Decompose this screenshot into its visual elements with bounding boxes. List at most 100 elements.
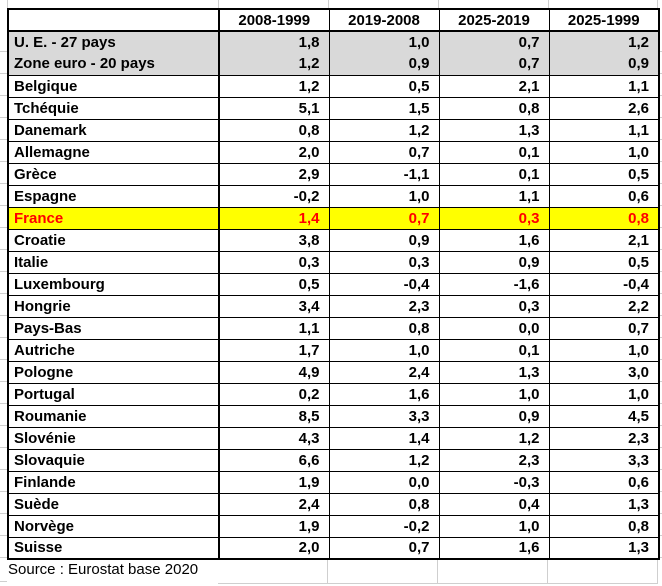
value-cell[interactable]: 2,2 xyxy=(549,295,660,318)
value-cell[interactable]: 1,0 xyxy=(439,383,550,406)
value-cell[interactable]: 2,9 xyxy=(219,163,330,186)
row-label-cell[interactable]: Croatie xyxy=(8,229,220,252)
value-cell[interactable]: 1,0 xyxy=(329,185,440,208)
value-cell[interactable]: 0,1 xyxy=(439,339,550,362)
value-cell[interactable]: 3,8 xyxy=(219,229,330,252)
row-label-cell[interactable]: Hongrie xyxy=(8,295,220,318)
row-label-cell[interactable]: Pays-Bas xyxy=(8,317,220,340)
value-cell[interactable]: 2,0 xyxy=(219,537,330,560)
value-cell[interactable]: 0,7 xyxy=(329,207,440,230)
value-cell[interactable]: 1,2 xyxy=(439,427,550,450)
value-cell[interactable]: 0,7 xyxy=(329,141,440,164)
column-header[interactable]: 2025-1999 xyxy=(549,9,660,32)
value-cell[interactable]: 0,9 xyxy=(439,405,550,428)
row-label-cell[interactable]: Belgique xyxy=(8,75,220,98)
value-cell[interactable]: -0,4 xyxy=(549,273,660,296)
value-cell[interactable]: -0,4 xyxy=(329,273,440,296)
value-cell[interactable]: 1,3 xyxy=(439,119,550,142)
value-cell[interactable]: 1,2 xyxy=(329,119,440,142)
row-label-cell[interactable]: Finlande xyxy=(8,471,220,494)
value-cell[interactable]: 0,9 xyxy=(329,229,440,252)
value-cell[interactable]: 5,1 xyxy=(219,97,330,120)
value-cell[interactable]: 1,7 xyxy=(219,339,330,362)
value-cell[interactable]: 1,4 xyxy=(329,427,440,450)
value-cell[interactable]: 0,3 xyxy=(219,251,330,274)
value-cell[interactable]: 0,5 xyxy=(329,75,440,98)
value-cell[interactable]: 2,0 xyxy=(219,141,330,164)
value-cell[interactable]: -0,3 xyxy=(439,471,550,494)
value-cell[interactable]: -0,2 xyxy=(329,515,440,538)
row-label-cell[interactable]: Tchéquie xyxy=(8,97,220,120)
value-cell[interactable]: 2,3 xyxy=(329,295,440,318)
value-cell[interactable]: 0,7 xyxy=(329,537,440,560)
value-cell[interactable]: 1,9 xyxy=(219,471,330,494)
value-cell[interactable]: 0,5 xyxy=(549,251,660,274)
value-cell[interactable]: 1,1 xyxy=(439,185,550,208)
value-cell[interactable]: 4,3 xyxy=(219,427,330,450)
row-label-cell[interactable]: Suisse xyxy=(8,537,220,560)
value-cell[interactable]: 3,3 xyxy=(329,405,440,428)
value-cell[interactable]: 1,5 xyxy=(329,97,440,120)
value-cell[interactable]: 1,0 xyxy=(549,383,660,406)
value-cell[interactable]: 1,0 xyxy=(439,515,550,538)
value-cell[interactable]: 0,6 xyxy=(549,471,660,494)
value-cell[interactable]: 1,8 xyxy=(219,31,330,53)
row-label-cell[interactable]: Autriche xyxy=(8,339,220,362)
value-cell[interactable]: 0,8 xyxy=(549,515,660,538)
value-cell[interactable]: 2,4 xyxy=(329,361,440,384)
row-label-cell[interactable]: France xyxy=(8,207,220,230)
value-cell[interactable]: 0,3 xyxy=(439,207,550,230)
value-cell[interactable]: 0,8 xyxy=(219,119,330,142)
value-cell[interactable]: 4,5 xyxy=(549,405,660,428)
value-cell[interactable]: 2,1 xyxy=(549,229,660,252)
value-cell[interactable]: 1,1 xyxy=(549,119,660,142)
row-label-cell[interactable]: Slovaquie xyxy=(8,449,220,472)
column-header[interactable]: 2019-2008 xyxy=(329,9,440,32)
value-cell[interactable]: 3,4 xyxy=(219,295,330,318)
value-cell[interactable]: 1,0 xyxy=(329,339,440,362)
value-cell[interactable]: 1,2 xyxy=(219,53,330,76)
row-label-cell[interactable]: Luxembourg xyxy=(8,273,220,296)
value-cell[interactable]: 0,8 xyxy=(329,493,440,516)
value-cell[interactable]: 1,4 xyxy=(219,207,330,230)
row-label-cell[interactable]: Roumanie xyxy=(8,405,220,428)
value-cell[interactable]: 1,3 xyxy=(439,361,550,384)
value-cell[interactable]: 0,9 xyxy=(329,53,440,76)
row-label-cell[interactable]: Espagne xyxy=(8,185,220,208)
value-cell[interactable]: 1,6 xyxy=(439,537,550,560)
value-cell[interactable]: 1,1 xyxy=(219,317,330,340)
value-cell[interactable]: 1,3 xyxy=(549,537,660,560)
value-cell[interactable]: 1,2 xyxy=(219,75,330,98)
row-label-cell[interactable]: Allemagne xyxy=(8,141,220,164)
column-header[interactable]: 2025-2019 xyxy=(439,9,550,32)
row-label-cell[interactable]: Slovénie xyxy=(8,427,220,450)
value-cell[interactable]: 2,4 xyxy=(219,493,330,516)
row-label-cell[interactable]: Zone euro - 20 pays xyxy=(8,53,220,76)
value-cell[interactable]: 1,2 xyxy=(329,449,440,472)
value-cell[interactable]: 0,8 xyxy=(439,97,550,120)
value-cell[interactable]: 4,9 xyxy=(219,361,330,384)
value-cell[interactable]: 0,7 xyxy=(549,317,660,340)
value-cell[interactable]: 0,0 xyxy=(439,317,550,340)
value-cell[interactable]: 1,0 xyxy=(329,31,440,53)
value-cell[interactable]: 0,3 xyxy=(439,295,550,318)
value-cell[interactable]: 1,0 xyxy=(549,141,660,164)
value-cell[interactable]: 3,0 xyxy=(549,361,660,384)
value-cell[interactable]: -1,6 xyxy=(439,273,550,296)
value-cell[interactable]: 0,9 xyxy=(549,53,660,76)
value-cell[interactable]: 1,1 xyxy=(549,75,660,98)
row-label-cell[interactable]: Italie xyxy=(8,251,220,274)
row-label-cell[interactable]: Pologne xyxy=(8,361,220,384)
value-cell[interactable]: 0,0 xyxy=(329,471,440,494)
value-cell[interactable]: 1,6 xyxy=(439,229,550,252)
row-label-cell[interactable]: Norvège xyxy=(8,515,220,538)
row-label-cell[interactable]: Portugal xyxy=(8,383,220,406)
value-cell[interactable]: 1,6 xyxy=(329,383,440,406)
value-cell[interactable]: 0,2 xyxy=(219,383,330,406)
value-cell[interactable]: 0,8 xyxy=(549,207,660,230)
column-header[interactable]: 2008-1999 xyxy=(219,9,330,32)
value-cell[interactable]: -0,2 xyxy=(219,185,330,208)
value-cell[interactable]: 0,5 xyxy=(219,273,330,296)
value-cell[interactable]: 1,2 xyxy=(549,31,660,53)
value-cell[interactable]: 0,7 xyxy=(439,31,550,53)
